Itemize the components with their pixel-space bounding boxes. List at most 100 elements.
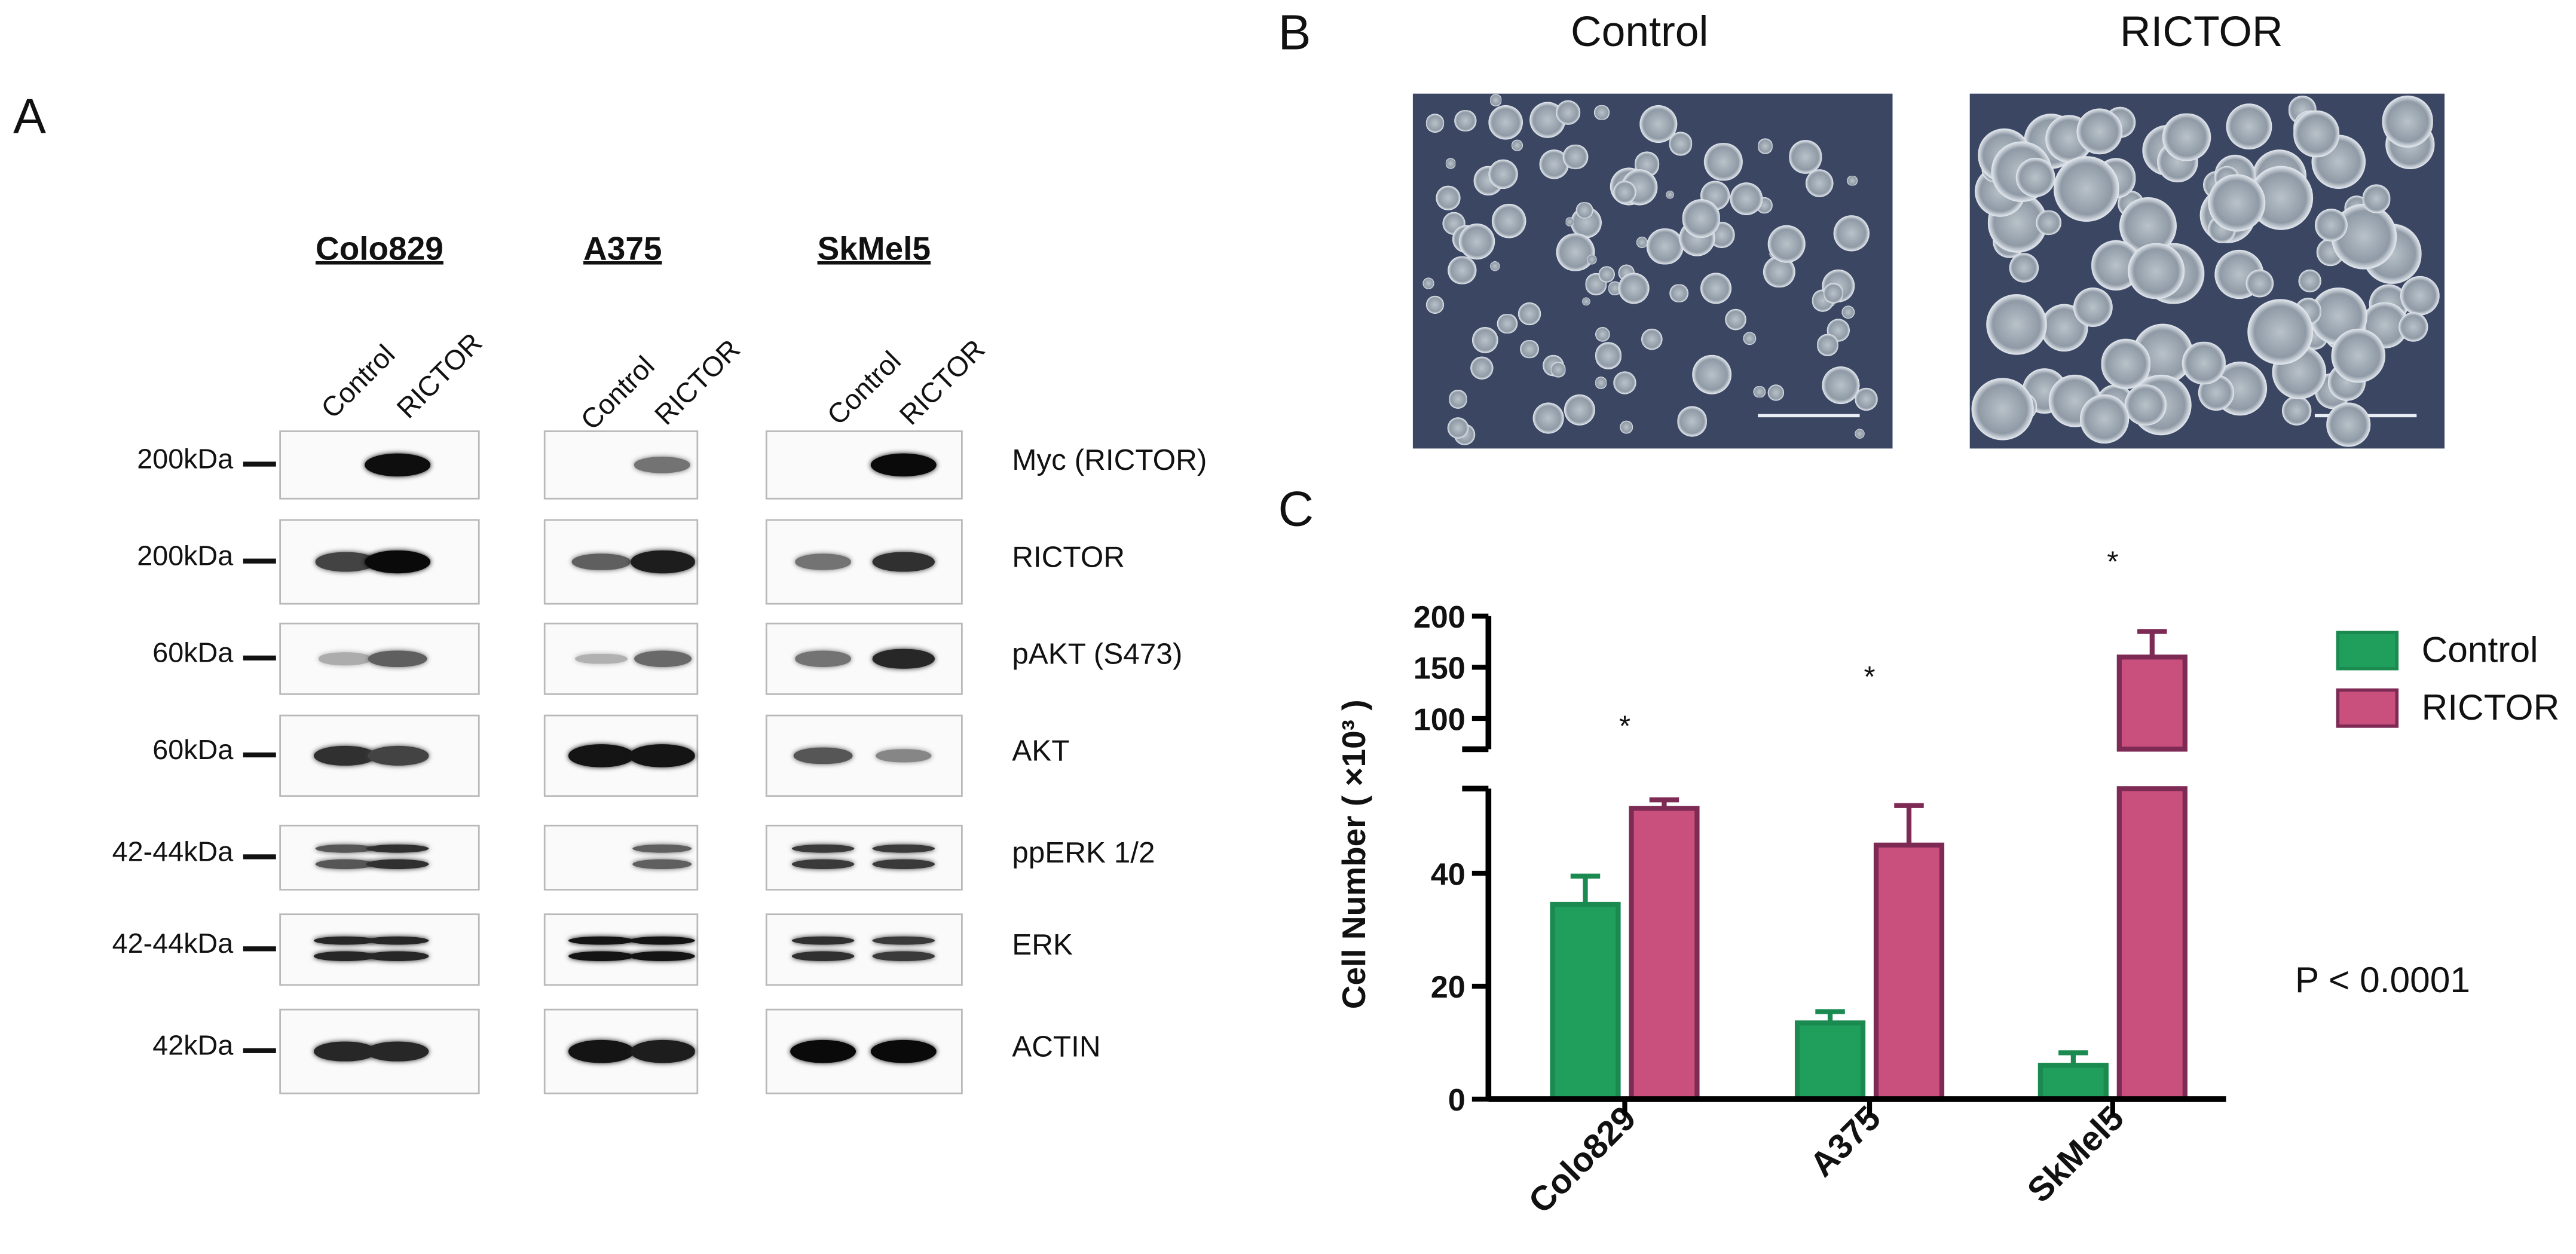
blot-band <box>367 746 429 766</box>
cell-cluster <box>1647 228 1684 265</box>
blot-band <box>794 651 852 667</box>
bar-control <box>2037 1063 2109 1102</box>
cell-cluster <box>1971 377 2034 441</box>
blot-panel <box>279 622 480 695</box>
cell-cluster <box>1639 105 1678 143</box>
blot-panel <box>765 519 963 605</box>
cell-cluster <box>1767 224 1806 262</box>
cell-cluster <box>1448 389 1468 409</box>
bar-chart: Colo829 * A375 * SkMel5 * 0 20 40 100 150 200 Cell N… <box>1335 546 2559 1221</box>
blot-band <box>630 1041 695 1063</box>
y-tick-label: 200 <box>1414 600 1466 635</box>
blot-panel <box>279 519 480 605</box>
blot-band <box>313 951 377 961</box>
y-tick-label: 150 <box>1414 652 1466 686</box>
protein-label: RICTOR <box>1012 540 1125 574</box>
blot-band <box>368 650 427 668</box>
p-value: P < 0.0001 <box>2295 959 2470 1000</box>
micrograph-rictor <box>1969 93 2445 449</box>
lane-label-rictor: RICTOR <box>391 327 489 425</box>
cell-cluster <box>1614 181 1636 204</box>
cell-cluster <box>1564 394 1596 426</box>
blot-panel <box>765 430 963 500</box>
blot-panel <box>765 1008 963 1094</box>
y-tick-label: 100 <box>1414 702 1466 737</box>
lane-label-rictor: RICTOR <box>648 334 747 432</box>
blot-band <box>792 844 854 853</box>
x-tick-label: Colo829 <box>1522 1099 1644 1221</box>
cell-cluster <box>1472 326 1500 353</box>
cell-cluster <box>1676 406 1708 438</box>
cell-cluster <box>1550 362 1566 378</box>
blot-band <box>632 859 692 870</box>
blot-band <box>568 936 634 945</box>
micrograph-control <box>1412 93 1893 449</box>
y-tick-label: 0 <box>1448 1083 1466 1118</box>
protein-label: AKT <box>1012 734 1070 767</box>
blot-panel <box>543 824 699 891</box>
y-axis-label: Cell Number ( ×10³ ) <box>1335 699 1372 1009</box>
cell-cluster <box>1617 273 1649 304</box>
blot-panel <box>543 519 699 605</box>
cell-cluster <box>1595 342 1622 370</box>
cell-cluster <box>1488 158 1518 188</box>
blot-band <box>629 744 695 767</box>
blot-panel <box>543 622 699 695</box>
kda-marker <box>243 655 276 660</box>
kda-marker <box>243 854 276 860</box>
legend-swatch-control <box>2336 631 2399 671</box>
blot-band <box>634 457 691 473</box>
blot-band <box>366 936 430 945</box>
blot-band <box>315 844 375 853</box>
blot-band <box>873 844 935 853</box>
cell-cluster <box>1613 371 1637 395</box>
significance-star: * <box>1619 709 1630 742</box>
cell-cluster <box>1620 421 1633 433</box>
kda-marker <box>243 558 276 564</box>
chart-legend: Control RICTOR <box>2336 629 2559 728</box>
cell-line-title-skmel5: SkMel5 <box>817 231 931 268</box>
cell-cluster <box>1519 340 1539 359</box>
cell-cluster <box>1595 377 1608 389</box>
cell-cluster <box>2162 112 2211 161</box>
blot-band <box>366 844 429 853</box>
panel-c-label: C <box>1278 483 1314 537</box>
cell-cluster <box>1788 140 1823 175</box>
blot-band <box>313 936 377 945</box>
cell-cluster <box>2331 329 2386 384</box>
cell-cluster <box>2315 209 2348 243</box>
blot-panel <box>279 714 480 797</box>
kda-marker <box>243 461 276 467</box>
cell-cluster <box>1986 294 2047 355</box>
cell-cluster <box>1511 139 1523 151</box>
cell-cluster <box>1847 176 1858 186</box>
cell-cluster <box>2124 383 2167 426</box>
cell-cluster <box>2226 103 2272 150</box>
cell-cluster <box>2182 341 2226 385</box>
cell-cluster <box>1681 199 1720 238</box>
cell-cluster <box>1556 232 1595 271</box>
cell-cluster <box>1742 332 1756 345</box>
cell-cluster <box>2015 157 2056 198</box>
kda-label: 42-44kDa <box>112 836 234 868</box>
scale-bar <box>1758 414 1860 418</box>
cell-cluster <box>1586 255 1596 265</box>
cell-cluster <box>1489 94 1503 107</box>
y-tick-label: 20 <box>1431 970 1466 1005</box>
cell-cluster <box>1489 260 1500 271</box>
cell-cluster <box>1518 301 1541 326</box>
cell-cluster <box>2080 394 2130 444</box>
blot-band <box>568 1040 634 1063</box>
blot-band <box>366 859 429 870</box>
legend-label-control: Control <box>2422 629 2538 670</box>
cell-cluster <box>2245 269 2274 297</box>
x-tick-label: SkMel5 <box>2020 1099 2131 1210</box>
blot-panel <box>279 430 480 500</box>
cell-cluster <box>2247 299 2312 365</box>
micrograph-title-rictor: RICTOR <box>2119 6 2283 56</box>
cell-cluster <box>1641 328 1663 350</box>
blot-band <box>792 859 854 870</box>
cell-cluster <box>2009 252 2039 282</box>
kda-label: 200kDa <box>137 540 234 572</box>
